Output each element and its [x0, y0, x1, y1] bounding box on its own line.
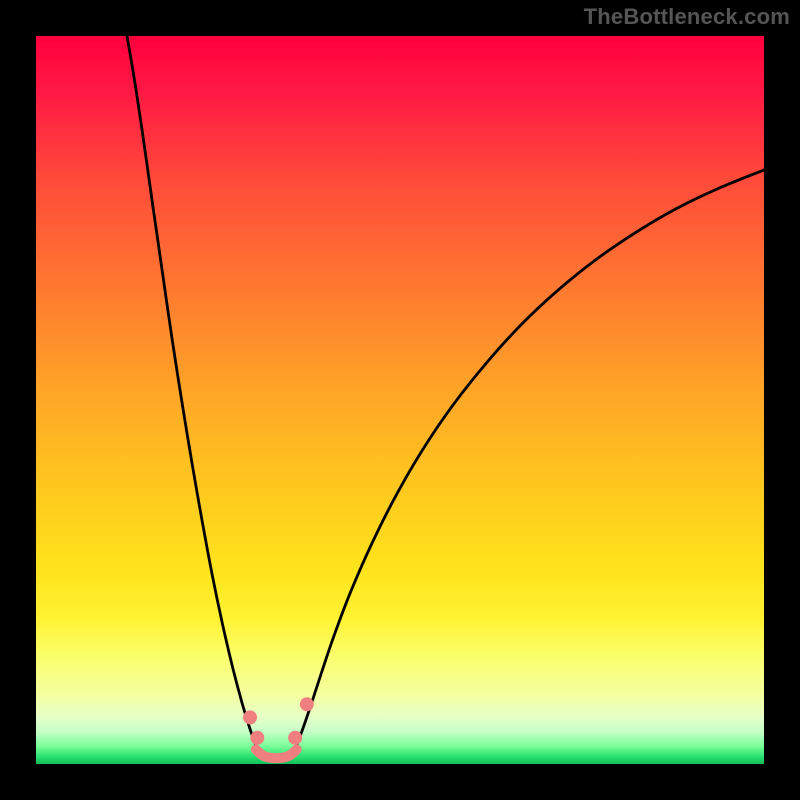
- marker-dot: [300, 697, 314, 711]
- chart-stage: TheBottleneck.com: [0, 0, 800, 800]
- marker-dot: [250, 731, 264, 745]
- marker-dot: [243, 710, 257, 724]
- bottleneck-curve-chart: [0, 0, 800, 800]
- marker-dot: [288, 731, 302, 745]
